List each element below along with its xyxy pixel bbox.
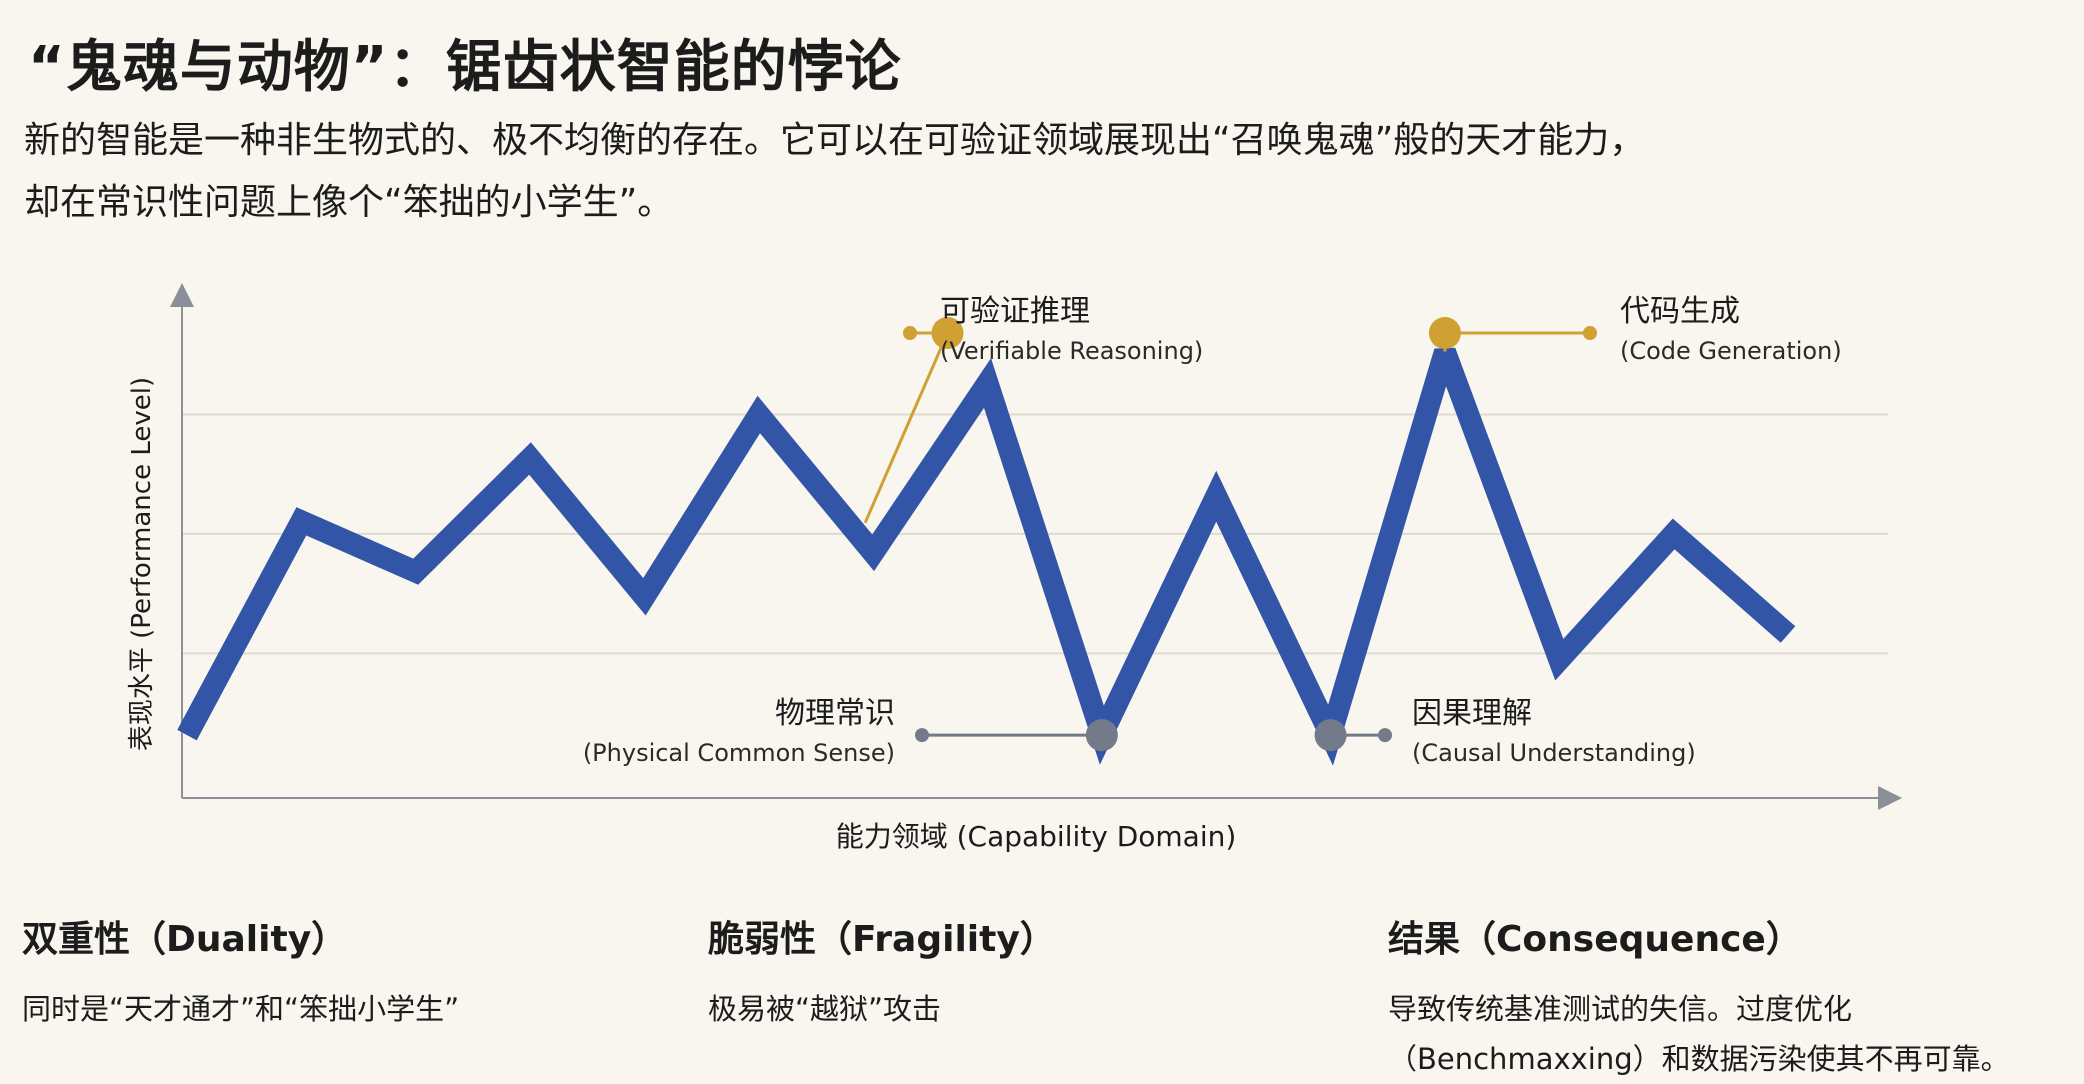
annotation-label: 可验证推理: [940, 294, 1090, 329]
annotation-4: 因果理解 (Causal Understanding): [1314, 696, 1696, 767]
subtitle-line-1: 新的智能是一种非生物式的、极不均衡的存在。它可以在可验证领域展现出“召唤鬼魂”般…: [24, 120, 1646, 161]
annotation-label: 代码生成: [1620, 294, 1740, 329]
series-performance: [177, 347, 1796, 766]
jagged-intelligence-chart: 可验证推理 (Verifiable Reasoning) 代码生成 (Code Gen…: [127, 283, 1902, 853]
annotation-dot: [1085, 719, 1118, 752]
x-axis-label: 能力领域 (Capability Domain): [836, 820, 1237, 853]
subtitle-line-2: 却在常识性问题上像个“笨拙的小学生”。: [24, 182, 674, 223]
annotation-endpoint: [915, 728, 929, 743]
duality-heading: 双重性（Duality）: [22, 919, 348, 960]
annotations: 可验证推理 (Verifiable Reasoning) 代码生成 (Code Gen…: [583, 294, 1842, 767]
duality-section: 双重性（Duality） 同时是“天才通才”和“笨拙小学生”: [22, 910, 642, 1034]
annotation-sublabel: (Physical Common Sense): [583, 739, 895, 767]
annotation-label: 因果理解: [1412, 696, 1532, 731]
consequence-heading: 结果（Consequence）: [1388, 919, 1802, 960]
annotation-dot: [1428, 317, 1461, 349]
annotation-sublabel: (Code Generation): [1620, 337, 1842, 365]
consequence-text: 导致传统基准测试的失信。过度优化（Benchmaxxing）和数据污染使其不再可…: [1388, 992, 2010, 1076]
page-title: “鬼魂与动物”：锯齿状智能的悖论: [28, 35, 902, 100]
annotation-2: 代码生成 (Code Generation): [1428, 294, 1842, 365]
annotation-endpoint: [903, 326, 917, 340]
annotation-endpoint: [1583, 326, 1597, 340]
annotation-dot: [931, 317, 964, 349]
annotation-3: 物理常识 (Physical Common Sense): [583, 696, 1118, 767]
y-axis-label: 表现水平 (Performance Level): [127, 377, 157, 751]
fragility-section: 脆弱性（Fragility） 极易被“越狱”攻击: [708, 910, 1328, 1034]
page-subtitle: 新的智能是一种非生物式的、极不均衡的存在。它可以在可验证领域展现出“召唤鬼魂”般…: [24, 110, 2064, 234]
fragility-heading: 脆弱性（Fragility）: [708, 919, 1056, 960]
consequence-section: 结果（Consequence） 导致传统基准测试的失信。过度优化（Benchma…: [1388, 910, 2068, 1084]
annotation-endpoint: [1378, 728, 1392, 743]
annotation-dot: [1314, 719, 1347, 752]
fragility-text: 极易被“越狱”攻击: [708, 992, 942, 1026]
annotation-label: 物理常识: [775, 696, 895, 731]
annotation-leader: [863, 332, 949, 524]
annotation-1: 可验证推理 (Verifiable Reasoning): [863, 294, 1203, 524]
series-line: [177, 347, 1796, 766]
duality-text: 同时是“天才通才”和“笨拙小学生”: [22, 992, 460, 1026]
annotation-sublabel: (Verifiable Reasoning): [940, 337, 1203, 365]
annotation-sublabel: (Causal Understanding): [1412, 739, 1696, 767]
